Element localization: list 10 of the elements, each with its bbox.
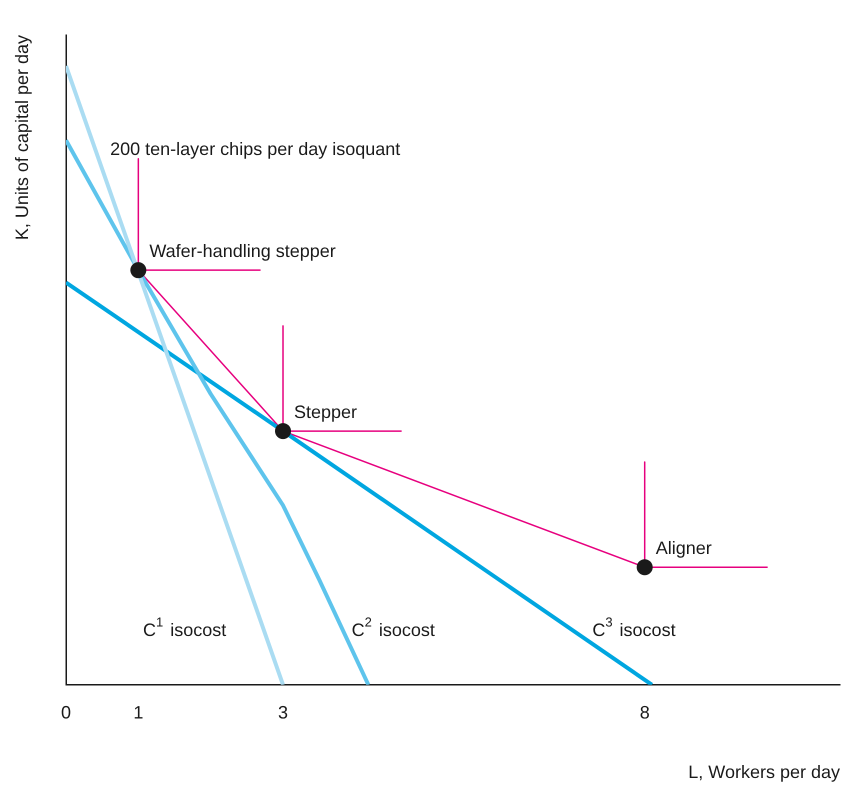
annotation: Aligner xyxy=(656,538,712,558)
x-axis-title: L, Workers per day xyxy=(688,762,840,782)
x-tick-label: 0 xyxy=(60,702,72,723)
annotation: Stepper xyxy=(294,402,358,422)
annotation: 200 ten-layer chips per day isoquant xyxy=(110,138,400,159)
y-axis-title: K, Units of capital per day xyxy=(12,35,32,240)
x-tick-label: 3 xyxy=(278,702,288,723)
x-tick-label: 1 xyxy=(133,702,144,723)
annotation: Wafer-handling stepper xyxy=(149,241,336,262)
x-tick-label: 8 xyxy=(640,702,650,723)
